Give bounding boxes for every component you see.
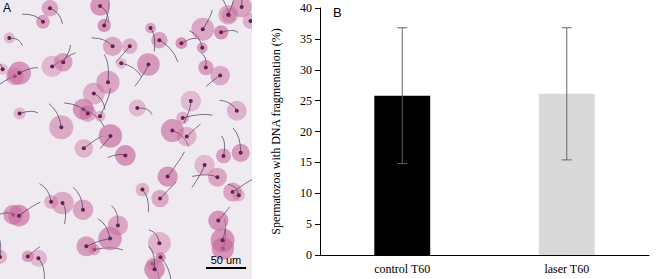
html-text:50 um: 50 um	[210, 254, 242, 266]
svg-text:15: 15	[300, 155, 312, 169]
svg-text:25: 25	[300, 94, 312, 108]
svg-text:35: 35	[300, 32, 312, 46]
svg-text:laser T60: laser T60	[544, 262, 589, 276]
svg-text:0: 0	[306, 248, 312, 262]
svg-text:30: 30	[300, 63, 312, 77]
svg-text:B: B	[333, 5, 342, 20]
svg-text:10: 10	[300, 186, 312, 200]
svg-text:5: 5	[306, 217, 312, 231]
html-text:A: A	[3, 1, 11, 15]
svg-text:20: 20	[300, 125, 312, 139]
svg-text:control T60: control T60	[374, 262, 430, 276]
svg-text:Spermatozoa with DNA fragmenta: Spermatozoa with DNA fragmentation (%)	[269, 28, 283, 235]
svg-text:40: 40	[300, 1, 312, 15]
